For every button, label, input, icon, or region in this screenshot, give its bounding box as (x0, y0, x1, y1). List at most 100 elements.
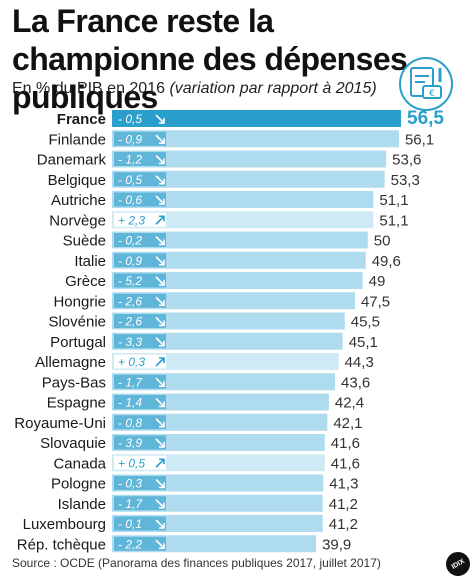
value-label-21: 39,9 (322, 536, 351, 553)
arrow-up-icon (155, 458, 165, 468)
change-label-14: - 1,4 (118, 396, 142, 410)
value-label-19: 41,2 (329, 496, 358, 513)
arrow-down-icon (155, 478, 165, 489)
arrow-down-icon (155, 175, 165, 185)
bar-4 (112, 191, 374, 208)
chart-subtitle: En % du PIB en 2016 (variation par rappo… (12, 80, 377, 98)
change-label-15: - 0,8 (118, 416, 142, 430)
source-note: Source : OCDE (Panorama des finances pub… (12, 556, 381, 570)
bar-2 (112, 150, 387, 168)
arrow-up-icon (155, 215, 165, 225)
change-label-17: + 0,5 (118, 456, 145, 470)
arrow-down-icon (155, 397, 165, 408)
value-label-16: 41,6 (331, 435, 360, 452)
change-badge-6 (114, 233, 166, 247)
change-badge-1 (114, 131, 166, 146)
value-label-0: 56,5 (407, 108, 444, 129)
change-badge-3 (114, 172, 166, 187)
bar-5 (112, 211, 374, 229)
budget-document-icon: € (399, 57, 453, 111)
change-badge-10 (114, 314, 166, 328)
category-label-0: France (57, 111, 106, 128)
bar-7 (112, 251, 366, 269)
value-label-12: 44,3 (345, 354, 374, 371)
arrow-down-icon (155, 539, 165, 550)
value-label-10: 45,5 (351, 314, 380, 331)
change-label-8: - 5,2 (118, 274, 142, 288)
change-badge-18 (114, 476, 166, 490)
change-label-18: - 0,3 (118, 477, 142, 491)
change-badge-17 (114, 455, 166, 470)
change-badge-20 (114, 516, 166, 531)
subtitle-italic: (variation par rapport à 2015) (169, 80, 377, 97)
value-label-15: 42,1 (333, 415, 362, 432)
category-label-2: Danemark (37, 152, 107, 169)
arrow-down-icon (155, 235, 165, 246)
value-label-3: 53,3 (391, 172, 420, 189)
arrow-down-icon (155, 296, 165, 307)
category-label-13: Pays-Bas (42, 374, 106, 391)
value-label-18: 41,3 (329, 476, 358, 493)
change-badge-8 (114, 273, 166, 288)
arrow-down-icon (155, 377, 165, 388)
category-label-11: Portugal (50, 334, 106, 351)
value-label-1: 56,1 (405, 131, 434, 148)
bar-11 (112, 332, 343, 350)
category-label-15: Royaume-Uni (14, 415, 106, 432)
change-badge-13 (114, 374, 166, 389)
change-label-19: - 1,7 (118, 497, 143, 511)
change-label-4: - 0,6 (118, 193, 142, 207)
category-label-3: Belgique (48, 172, 106, 189)
arrow-down-icon (155, 154, 165, 165)
arrow-down-icon (155, 337, 165, 347)
category-label-12: Allemagne (35, 354, 106, 371)
category-label-21: Rép. tchèque (17, 536, 106, 553)
bar-6 (112, 231, 368, 249)
value-label-11: 45,1 (349, 334, 378, 351)
bar-12 (112, 353, 339, 370)
bar-0 (112, 110, 401, 127)
category-label-19: Islande (58, 496, 106, 513)
value-label-8: 49 (369, 273, 386, 290)
category-label-10: Slovénie (48, 314, 106, 331)
change-badge-5 (114, 212, 166, 227)
category-label-7: Italie (74, 253, 106, 270)
change-badge-7 (114, 253, 166, 268)
svg-text:€: € (429, 89, 435, 99)
value-label-6: 50 (374, 233, 391, 250)
value-label-20: 41,2 (329, 516, 358, 533)
category-label-18: Pologne (51, 476, 106, 493)
arrow-down-icon (155, 114, 165, 124)
change-badge-2 (114, 152, 166, 166)
change-label-3: - 0,5 (118, 173, 142, 187)
category-label-5: Norvège (49, 212, 106, 229)
category-label-9: Hongrie (53, 293, 106, 310)
bar-9 (112, 292, 355, 310)
change-label-9: - 2,6 (118, 294, 142, 308)
arrow-down-icon (155, 438, 165, 448)
category-label-4: Autriche (51, 192, 106, 209)
bar-8 (112, 272, 363, 289)
category-label-8: Grèce (65, 273, 106, 290)
arrow-down-icon (155, 256, 165, 266)
change-label-10: - 2,6 (118, 315, 142, 329)
arrow-down-icon (155, 316, 165, 327)
change-label-7: - 0,9 (118, 254, 142, 268)
value-label-2: 53,6 (392, 152, 421, 169)
change-badge-12 (114, 354, 166, 369)
bar-10 (112, 312, 345, 330)
subtitle-main: En % du PIB en 2016 (12, 80, 165, 97)
category-label-14: Espagne (47, 395, 106, 412)
category-label-1: Finlande (48, 131, 106, 148)
change-badge-21 (114, 536, 166, 551)
arrow-down-icon (155, 499, 165, 509)
arrow-down-icon (155, 195, 165, 205)
value-label-13: 43,6 (341, 374, 370, 391)
value-label-5: 51,1 (379, 212, 408, 229)
arrow-down-icon (155, 134, 165, 145)
change-label-0: - 0,5 (118, 112, 142, 126)
bar-13 (112, 373, 336, 391)
bar-14 (112, 393, 329, 411)
change-badge-0 (114, 111, 166, 126)
change-label-13: - 1,7 (118, 375, 143, 389)
